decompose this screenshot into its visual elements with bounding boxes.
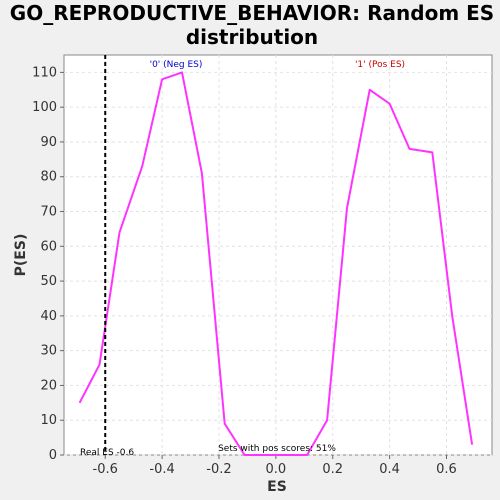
sets-pos-label: Sets with pos scores: 51% — [218, 444, 336, 454]
y-tick-label: 70 — [40, 205, 57, 220]
chart-title-line2: distribution — [186, 25, 318, 49]
y-tick-label: 100 — [32, 100, 57, 115]
series-layer — [78, 71, 474, 456]
y-tick-label: 0 — [49, 448, 57, 463]
x-tick-label: -0.4 — [149, 462, 174, 477]
y-tick-label: 80 — [40, 170, 57, 185]
x-tick-label: 0.6 — [436, 462, 457, 477]
x-tick-label: 0.0 — [266, 462, 287, 477]
x-tick-label: 0.2 — [322, 462, 343, 477]
plot-area — [63, 54, 493, 456]
neg-es-label: '0' (Neg ES) — [150, 60, 203, 70]
series-line — [78, 71, 474, 456]
y-tick-label: 40 — [40, 309, 57, 324]
chart-title-line1: GO_REPRODUCTIVE_BEHAVIOR: Random ES — [10, 1, 494, 25]
x-tick-label: -0.6 — [93, 462, 118, 477]
y-tick-label: 110 — [32, 65, 57, 80]
y-axis-title: P(ES) — [13, 234, 29, 277]
axis-layer: 0 10 20 30 40 50 60 70 80 90 100 110 -0.6 -0.4 -0.2 0.0… — [32, 65, 457, 477]
y-tick-label: 50 — [40, 274, 57, 289]
x-tick-label: 0.4 — [379, 462, 400, 477]
y-tick-label: 90 — [40, 135, 57, 150]
y-tick-label: 20 — [40, 378, 57, 393]
x-axis-title: ES — [267, 479, 287, 495]
y-tick-label: 60 — [40, 239, 57, 254]
y-tick-label: 10 — [40, 413, 57, 428]
x-tick-label: -0.2 — [206, 462, 231, 477]
y-tick-label: 30 — [40, 344, 57, 359]
real-es-label: Real ES -0.6 — [80, 448, 134, 458]
pos-es-label: '1' (Pos ES) — [355, 60, 405, 70]
